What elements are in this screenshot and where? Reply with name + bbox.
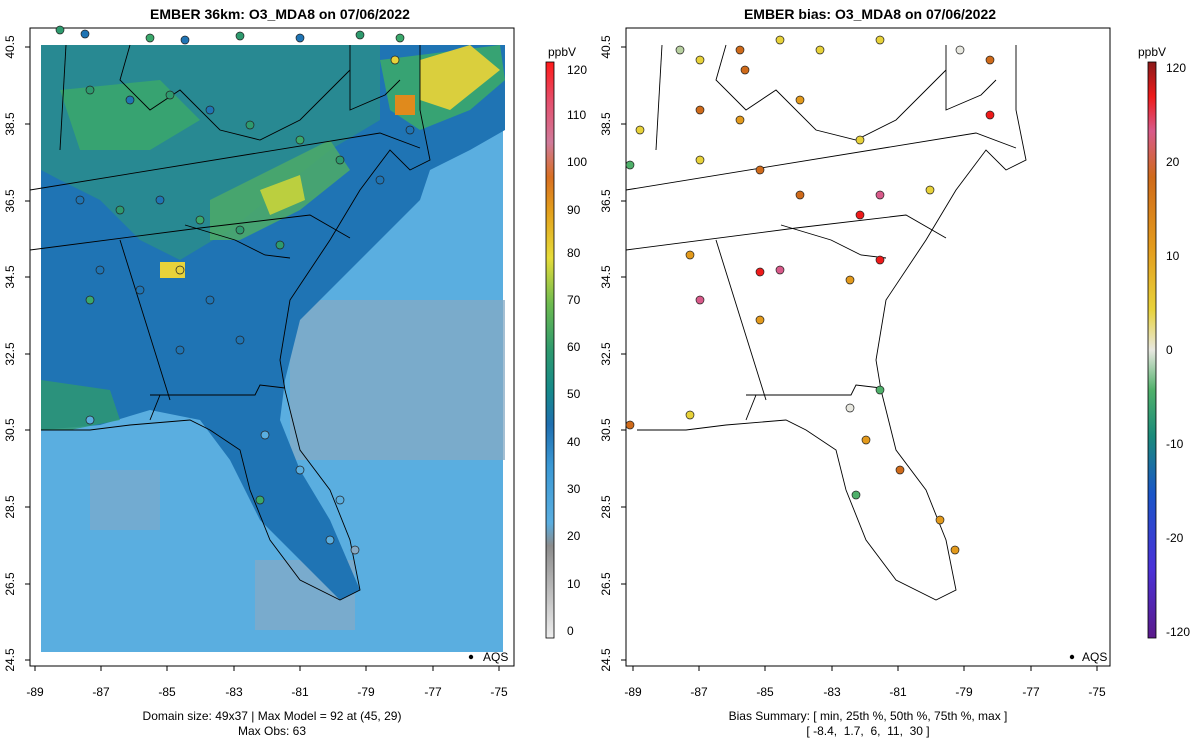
x-tick: -85 [756,685,774,699]
left-footer-line1: Domain size: 49x37 | Max Model = 92 at (… [142,709,402,723]
state-boundaries-right [625,44,1027,601]
y-tick: 26.5 [599,572,613,596]
x-tick: -79 [955,685,973,699]
cb-tick: 70 [567,293,581,307]
y-tick: 32.5 [599,342,613,366]
cb-tick: 40 [567,435,581,449]
x-tick: -87 [690,685,708,699]
y-tick: 24.5 [599,648,613,672]
y-tick: 26.5 [3,572,17,596]
cb-tick: -20 [1166,531,1184,545]
right-colorbar: ppbV 120 20 10 0 -10 -20 -120 [1138,45,1190,639]
right-footer-line2: [ -8.4, 1.7, 6, 11, 30 ] [806,724,930,738]
left-x-axis-ticks: -89 -87 -85 -83 -81 -79 -77 -75 [26,685,508,699]
x-tick: -81 [889,685,907,699]
right-y-axis-ticks: 40.5 38.5 36.5 34.5 32.5 30.5 28.5 26.5 … [599,35,613,672]
y-tick: 38.5 [3,112,17,136]
aqs-sites-right [625,35,995,555]
x-tick: -75 [490,685,508,699]
aqs-legend-marker-right [1069,654,1075,660]
x-tick: -89 [26,685,44,699]
aqs-legend-label-left: AQS [483,650,508,664]
y-tick: 28.5 [3,495,17,519]
y-tick: 40.5 [3,35,17,59]
aqs-legend-marker-left [468,654,474,660]
y-tick: 40.5 [599,35,613,59]
axis-ticks: -89 -87 -85 -83 -81 -79 -77 -75 -89 -87 … [3,35,1106,699]
cb-tick: 90 [567,203,581,217]
cb-tick: 120 [567,63,587,77]
x-tick: -89 [624,685,642,699]
cb-tick: -10 [1166,437,1184,451]
cb-tick: 20 [1166,155,1180,169]
x-tick: -75 [1088,685,1106,699]
x-tick: -83 [225,685,243,699]
y-tick: 30.5 [3,418,17,442]
cb-tick: 50 [567,387,581,401]
y-tick: 28.5 [599,495,613,519]
x-tick: -77 [1022,685,1040,699]
cb-tick: 10 [567,577,581,591]
y-tick: 34.5 [3,265,17,289]
cb-tick: 30 [567,482,581,496]
cb-tick: -120 [1166,625,1190,639]
left-footer: Domain size: 49x37 | Max Model = 92 at (… [30,709,514,739]
cb-tick: 60 [567,340,581,354]
y-tick: 38.5 [599,112,613,136]
cb-tick: 80 [567,246,581,260]
left-y-axis-ticks: 40.5 38.5 36.5 34.5 32.5 30.5 28.5 26.5 … [3,35,17,672]
y-tick: 32.5 [3,342,17,366]
cb-tick: 20 [567,529,581,543]
x-tick: -87 [92,685,110,699]
right-footer-line1: Bias Summary: [ min, 25th %, 50th %, 75t… [728,709,1008,723]
x-tick: -79 [357,685,375,699]
right-footer: Bias Summary: [ min, 25th %, 50th %, 75t… [626,709,1110,739]
left-map: AQS [29,25,515,667]
aqs-legend-label-right: AQS [1082,650,1107,664]
cb-tick: 0 [567,624,574,638]
x-tick: -81 [291,685,309,699]
x-tick: -83 [823,685,841,699]
y-tick: 30.5 [599,418,613,442]
left-colorbar-unit: ppbV [548,45,576,59]
cb-tick: 10 [1166,249,1180,263]
cb-tick: 0 [1166,343,1173,357]
left-colorbar: ppbV 0 10 20 30 40 50 60 70 80 90 100 11… [545,45,587,639]
state-boundaries [29,44,431,601]
right-colorbar-unit: ppbV [1138,45,1166,59]
x-tick: -85 [158,685,176,699]
left-footer-line2: Max Obs: 63 [237,724,307,738]
cb-tick: 100 [567,155,587,169]
y-tick: 34.5 [599,265,613,289]
cb-tick: 120 [1166,61,1186,75]
x-tick: -77 [424,685,442,699]
left-map-title: EMBER 36km: O3_MDA8 on 07/06/2022 [150,6,410,22]
right-map-title: EMBER bias: O3_MDA8 on 07/06/2022 [743,6,997,22]
y-tick: 24.5 [3,648,17,672]
cb-tick: 110 [567,108,586,122]
y-tick: 36.5 [3,189,17,213]
y-tick: 36.5 [599,189,613,213]
aqs-sites-left [55,25,415,555]
right-x-axis-ticks: -89 -87 -85 -83 -81 -79 -77 -75 [624,685,1106,699]
right-map: AQS [625,27,1111,667]
